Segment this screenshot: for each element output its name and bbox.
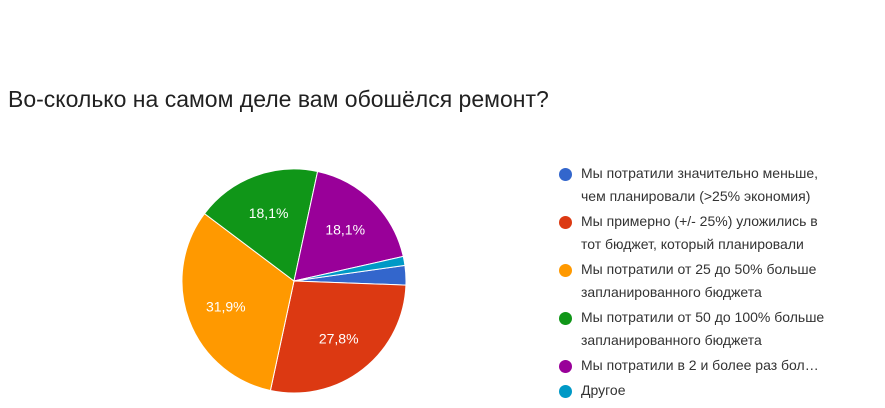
legend-swatch-5 <box>559 385 572 398</box>
legend-label-5: Другое <box>581 382 626 398</box>
legend-label-1: Мы примерно (+/- 25%) уложились в тот бю… <box>581 213 818 252</box>
slice-data-label-2: 31,9% <box>206 298 246 314</box>
slice-data-label-3: 18,1% <box>249 205 289 221</box>
legend-item-4: Мы потратили в 2 и более раз бол… <box>559 357 859 377</box>
legend-item-1: Мы примерно (+/- 25%) уложились в тот бю… <box>559 213 859 256</box>
chart-title: Во-сколько на самом деле вам обошёлся ре… <box>8 86 549 112</box>
legend-item-0: Мы потратили значительно меньше, чем пла… <box>559 165 859 208</box>
legend-label-0: Мы потратили значительно меньше, чем пла… <box>581 165 818 204</box>
legend-swatch-1 <box>559 216 572 229</box>
legend-label-2: Мы потратили от 25 до 50% больше заплани… <box>581 261 817 300</box>
legend-label-4: Мы потратили в 2 и более раз бол… <box>581 357 819 373</box>
pie-slice-3 <box>203 168 319 282</box>
legend-item-3: Мы потратили от 50 до 100% больше заплан… <box>559 309 859 352</box>
legend-swatch-0 <box>559 168 572 181</box>
legend-item-2: Мы потратили от 25 до 50% больше заплани… <box>559 261 859 304</box>
pie-slice-4 <box>293 170 404 282</box>
slice-data-label-4: 18,1% <box>325 221 365 237</box>
chart-legend: Мы потратили значительно меньше, чем пла… <box>559 165 859 408</box>
slice-data-label-1: 27,8% <box>319 331 359 347</box>
pie-slice-1 <box>269 280 407 394</box>
legend-label-3: Мы потратили от 50 до 100% больше заплан… <box>581 309 825 348</box>
pie-slice-2 <box>181 212 295 392</box>
legend-swatch-3 <box>559 312 572 325</box>
legend-swatch-2 <box>559 264 572 277</box>
pie-slice-5 <box>293 255 406 282</box>
legend-swatch-4 <box>559 360 572 373</box>
legend-item-5: Другое <box>559 382 859 402</box>
